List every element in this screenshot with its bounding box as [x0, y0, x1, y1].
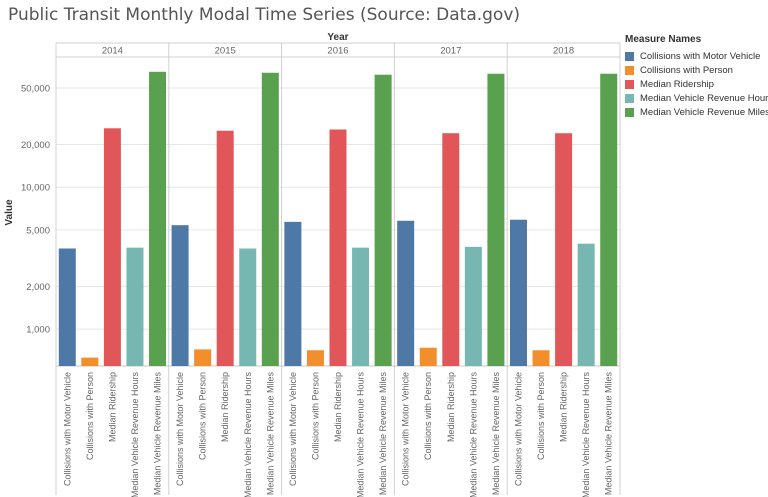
x-category-label: Median Ridership	[559, 372, 569, 442]
bar	[532, 350, 550, 366]
bar	[487, 73, 505, 367]
y-tick-label: 2,000	[26, 282, 50, 293]
bar	[261, 72, 279, 367]
x-category-label: Median Vehicle Revenue Hours	[356, 372, 366, 497]
bar	[306, 350, 324, 366]
x-category-label: Median Vehicle Revenue Miles	[491, 372, 501, 496]
bar	[374, 74, 392, 366]
x-category-label: Collisions with Motor Vehicle	[288, 372, 298, 486]
bar	[239, 248, 257, 366]
bar	[464, 246, 482, 366]
bar	[216, 130, 234, 366]
x-category-label: Median Ridership	[107, 372, 117, 442]
x-category-label: Collisions with Person	[198, 372, 208, 460]
x-category-label: Collisions with Person	[423, 372, 433, 460]
x-category-label: Median Ridership	[446, 372, 456, 442]
legend-swatch	[625, 93, 634, 103]
x-category-label: Collisions with Person	[85, 372, 95, 460]
column-header: Year	[327, 32, 348, 43]
legend-item: Median Vehicle Revenue Miles	[625, 105, 768, 119]
legend-item: Median Vehicle Revenue Hours	[625, 91, 768, 105]
x-category-label: Median Vehicle Revenue Miles	[378, 372, 388, 496]
bar	[149, 71, 167, 367]
legend-title: Measure Names	[625, 34, 702, 45]
x-category-label: Collisions with Motor Vehicle	[62, 372, 72, 486]
bar	[58, 248, 76, 366]
bar	[126, 247, 144, 366]
legend-swatch	[625, 51, 634, 61]
legend-label: Collisions with Person	[640, 64, 733, 76]
y-tick-label: 20,000	[21, 140, 50, 151]
x-category-label: Median Vehicle Revenue Hours	[581, 372, 591, 497]
x-category-label: Median Vehicle Revenue Miles	[153, 372, 163, 496]
y-tick-label: 1,000	[26, 325, 50, 336]
bar	[509, 219, 527, 366]
x-category-label: Median Vehicle Revenue Hours	[130, 372, 140, 497]
year-header: 2015	[215, 46, 236, 57]
bar	[577, 243, 595, 366]
x-category-label: Median Vehicle Revenue Hours	[243, 372, 253, 497]
year-header: 2014	[102, 46, 123, 57]
bar	[555, 133, 573, 366]
y-tick-label: 5,000	[26, 225, 50, 236]
bar	[419, 347, 437, 366]
legend-swatch	[625, 107, 634, 117]
bar	[103, 128, 121, 366]
x-category-label: Collisions with Motor Vehicle	[513, 372, 523, 486]
chart-title: Public Transit Monthly Modal Time Series…	[8, 5, 521, 25]
bar	[171, 225, 189, 366]
bar	[81, 357, 99, 366]
legend-item: Collisions with Person	[625, 63, 768, 77]
bar	[600, 73, 618, 367]
year-header: 2016	[327, 46, 348, 57]
legend-item: Collisions with Motor Vehicle	[625, 49, 768, 63]
bar	[442, 133, 460, 366]
bar	[397, 220, 415, 366]
year-header: 2017	[440, 46, 461, 57]
bar	[352, 247, 370, 366]
x-category-label: Median Vehicle Revenue Miles	[604, 372, 614, 496]
x-category-label: Median Vehicle Revenue Miles	[265, 372, 275, 496]
legend-swatch	[625, 79, 634, 89]
x-category-label: Collisions with Person	[310, 372, 320, 460]
legend-label: Collisions with Motor Vehicle	[640, 50, 761, 62]
legend-item: Median Ridership	[625, 77, 768, 91]
bar	[329, 129, 347, 366]
bar	[284, 221, 302, 366]
x-category-label: Collisions with Person	[536, 372, 546, 460]
x-category-label: Median Vehicle Revenue Hours	[468, 372, 478, 497]
year-header: 2018	[553, 46, 574, 57]
legend: Measure Names Collisions with Motor Vehi…	[625, 34, 768, 119]
legend-label: Median Ridership	[640, 78, 714, 90]
y-axis-label: Value	[4, 199, 15, 226]
legend-swatch	[625, 65, 634, 75]
x-category-label: Median Ridership	[220, 372, 230, 442]
x-category-label: Collisions with Motor Vehicle	[401, 372, 411, 486]
x-category-label: Collisions with Motor Vehicle	[175, 372, 185, 486]
y-tick-label: 50,000	[21, 83, 50, 94]
y-tick-label: 10,000	[21, 183, 50, 194]
legend-label: Median Vehicle Revenue Miles	[640, 106, 768, 118]
legend-label: Median Vehicle Revenue Hours	[640, 92, 768, 104]
x-category-label: Median Ridership	[333, 372, 343, 442]
bar	[194, 349, 212, 366]
